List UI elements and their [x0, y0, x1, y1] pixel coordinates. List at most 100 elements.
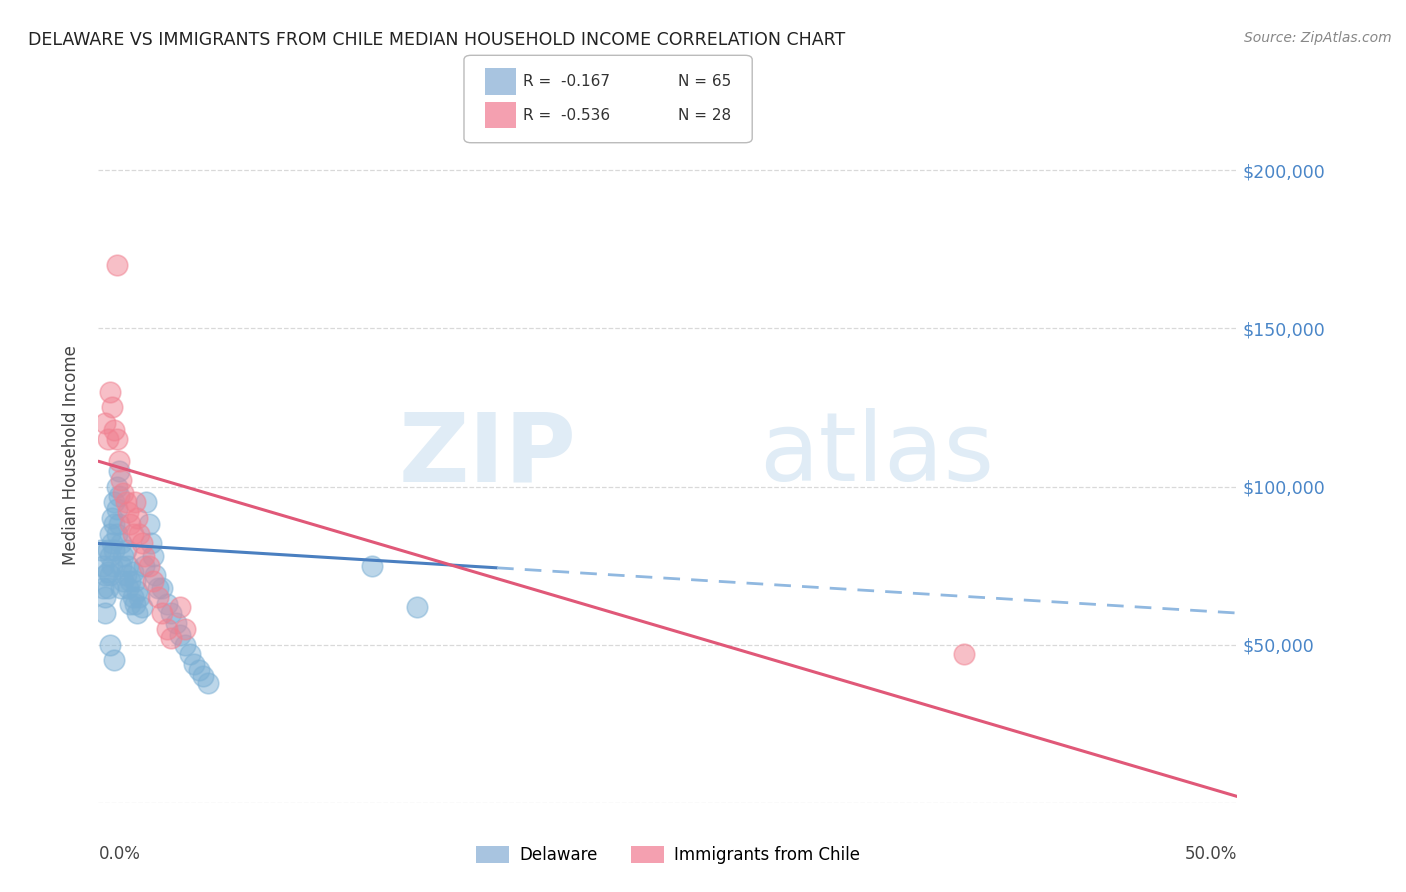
Point: [101, 536, 124, 550]
Point: [169, 628, 191, 642]
Legend: Delaware, Immigrants from Chile: Delaware, Immigrants from Chile: [470, 839, 866, 871]
Point: [98, 384, 121, 399]
Point: [169, 599, 191, 614]
Point: [112, 486, 135, 500]
Text: ZIP: ZIP: [399, 409, 576, 501]
Point: [108, 464, 131, 478]
Point: [108, 454, 131, 468]
Point: [146, 591, 169, 605]
Point: [132, 549, 155, 563]
Point: [156, 597, 179, 611]
Point: [156, 622, 179, 636]
Point: [105, 527, 128, 541]
Point: [117, 581, 139, 595]
Point: [197, 675, 219, 690]
Text: 0.0%: 0.0%: [98, 845, 141, 863]
Point: [98, 527, 121, 541]
Point: [94, 606, 117, 620]
Point: [138, 517, 160, 532]
Point: [124, 574, 146, 589]
Point: [128, 527, 150, 541]
Point: [179, 647, 201, 661]
Point: [127, 606, 149, 620]
Point: [105, 432, 128, 446]
Point: [127, 511, 149, 525]
Point: [114, 568, 136, 582]
Point: [146, 581, 169, 595]
Point: [120, 517, 142, 532]
Point: [174, 622, 197, 636]
Point: [131, 536, 153, 550]
Point: [110, 536, 132, 550]
Point: [117, 558, 139, 573]
Point: [121, 565, 143, 579]
Point: [105, 501, 128, 516]
Point: [124, 597, 146, 611]
Text: R =  -0.536: R = -0.536: [523, 108, 610, 122]
Point: [183, 657, 205, 671]
Point: [108, 517, 131, 532]
Point: [145, 568, 167, 582]
Point: [127, 583, 149, 598]
Point: [94, 591, 117, 605]
Point: [98, 568, 121, 582]
Point: [91, 581, 114, 595]
Point: [98, 549, 121, 563]
Point: [103, 653, 125, 667]
Point: [174, 638, 197, 652]
Text: R =  -0.167: R = -0.167: [523, 74, 610, 88]
Point: [110, 473, 132, 487]
Point: [139, 536, 162, 550]
Point: [96, 542, 118, 557]
Point: [193, 669, 215, 683]
Point: [150, 606, 173, 620]
Point: [96, 581, 118, 595]
Point: [128, 591, 150, 605]
Point: [105, 479, 128, 493]
Point: [953, 647, 976, 661]
Point: [160, 606, 183, 620]
Point: [103, 495, 125, 509]
Text: atlas: atlas: [759, 409, 994, 501]
Point: [124, 495, 146, 509]
Point: [187, 663, 209, 677]
Point: [131, 599, 153, 614]
Point: [103, 423, 125, 437]
Point: [103, 542, 125, 557]
Point: [112, 574, 135, 589]
Point: [96, 565, 118, 579]
Point: [142, 574, 165, 589]
Point: [114, 542, 136, 557]
Point: [160, 632, 183, 646]
Text: DELAWARE VS IMMIGRANTS FROM CHILE MEDIAN HOUSEHOLD INCOME CORRELATION CHART: DELAWARE VS IMMIGRANTS FROM CHILE MEDIAN…: [28, 31, 845, 49]
Point: [101, 558, 124, 573]
Point: [121, 527, 143, 541]
Point: [150, 581, 173, 595]
Point: [138, 558, 160, 573]
Point: [121, 591, 143, 605]
Point: [108, 489, 131, 503]
Point: [105, 258, 128, 272]
Point: [165, 615, 187, 630]
Point: [98, 638, 121, 652]
Point: [360, 558, 382, 573]
Point: [101, 511, 124, 525]
Point: [135, 495, 157, 509]
Point: [94, 417, 117, 431]
Text: N = 28: N = 28: [678, 108, 731, 122]
Text: N = 65: N = 65: [678, 74, 731, 88]
Point: [90, 542, 112, 557]
Y-axis label: Median Household Income: Median Household Income: [62, 345, 80, 565]
Point: [110, 558, 132, 573]
Text: 50.0%: 50.0%: [1185, 845, 1237, 863]
Text: Source: ZipAtlas.com: Source: ZipAtlas.com: [1244, 31, 1392, 45]
Point: [94, 568, 117, 582]
Point: [120, 574, 142, 589]
Point: [406, 599, 429, 614]
Point: [132, 558, 155, 573]
Point: [142, 549, 165, 563]
Point: [117, 505, 139, 519]
Point: [96, 432, 118, 446]
Point: [91, 558, 114, 573]
Point: [103, 517, 125, 532]
